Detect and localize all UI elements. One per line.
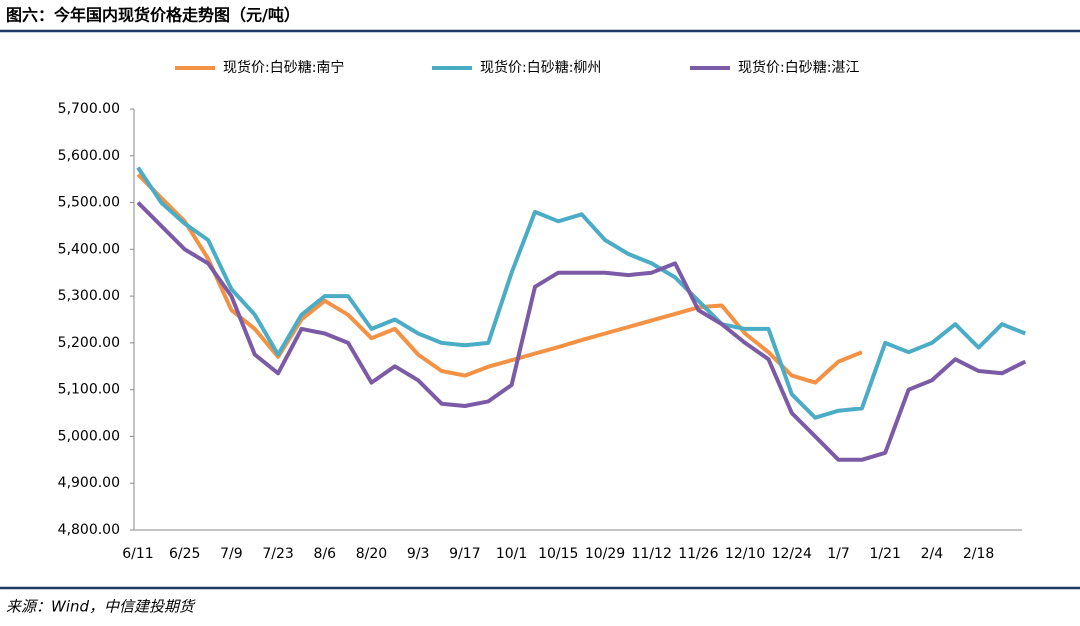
x-tick-label: 10/1 <box>496 546 527 562</box>
legend-label: 现货价:白砂糖:柳州 <box>480 59 601 76</box>
x-tick-label: 6/11 <box>122 546 153 562</box>
y-tick-label: 5,500.00 <box>58 195 120 211</box>
x-tick-label: 11/26 <box>678 546 718 562</box>
x-tick-label: 2/18 <box>963 546 994 562</box>
series-line <box>136 173 863 385</box>
x-tick-label: 12/10 <box>725 546 765 562</box>
y-tick-label: 4,900.00 <box>58 475 120 491</box>
x-tick-label: 12/24 <box>772 546 812 562</box>
legend-label: 现货价:白砂糖:湛江 <box>738 59 859 76</box>
y-tick-label: 4,800.00 <box>58 522 120 538</box>
x-tick-label: 9/17 <box>449 546 480 562</box>
x-tick-label: 10/15 <box>538 546 578 562</box>
series-line <box>136 166 1027 420</box>
x-tick-label: 8/6 <box>314 546 337 562</box>
chart-title: 图六：今年国内现货价格走势图（元/吨） <box>6 6 300 25</box>
y-tick-label: 5,600.00 <box>58 148 120 164</box>
y-tick-label: 5,300.00 <box>58 288 120 304</box>
x-tick-label: 1/7 <box>827 546 850 562</box>
y-tick-label: 5,000.00 <box>58 428 120 444</box>
x-tick-label: 11/12 <box>632 546 672 562</box>
y-tick-label: 5,100.00 <box>58 382 120 398</box>
x-tick-label: 7/23 <box>262 546 293 562</box>
x-tick-label: 2/4 <box>921 546 944 562</box>
series-line <box>136 201 1027 462</box>
y-tick-label: 5,200.00 <box>58 335 120 351</box>
x-tick-label: 8/20 <box>356 546 387 562</box>
x-tick-label: 6/25 <box>169 546 200 562</box>
legend-label: 现货价:白砂糖:南宁 <box>223 59 344 76</box>
source-note: 来源：Wind，中信建投期货 <box>6 598 196 616</box>
y-tick-label: 5,400.00 <box>58 241 120 257</box>
x-tick-label: 7/9 <box>220 546 243 562</box>
x-tick-label: 1/21 <box>869 546 900 562</box>
y-tick-label: 5,700.00 <box>58 101 120 117</box>
x-tick-label: 10/29 <box>585 546 625 562</box>
x-tick-label: 9/3 <box>407 546 430 562</box>
